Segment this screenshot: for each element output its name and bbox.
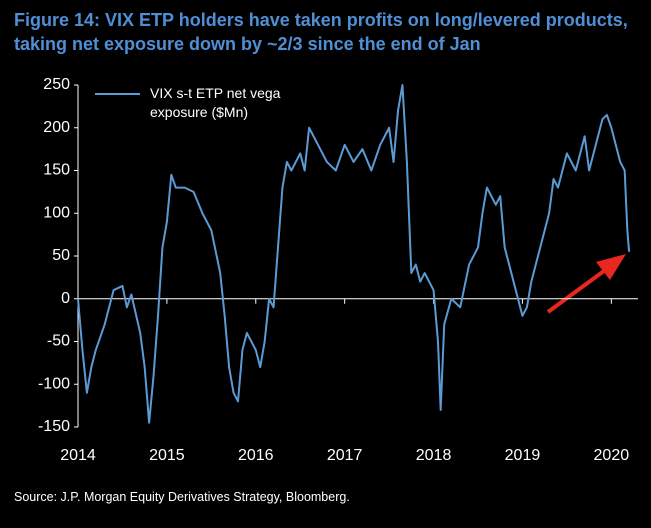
arrow xyxy=(546,254,626,314)
y-tick-label: 150 xyxy=(43,162,70,179)
x-tick-label: 2017 xyxy=(327,447,363,464)
x-tick-label: 2018 xyxy=(416,447,452,464)
y-tick-label: -50 xyxy=(47,333,70,350)
source-note: Source: J.P. Morgan Equity Derivatives S… xyxy=(14,490,350,504)
legend-label: VIX s-t ETP net vega exposure ($Mn) xyxy=(150,85,281,120)
y-tick-label: -100 xyxy=(38,375,70,392)
y-tick-label: 100 xyxy=(43,204,70,221)
x-tick-label: 2014 xyxy=(60,447,96,464)
y-tick-label: 50 xyxy=(52,247,70,264)
x-tick-label: 2019 xyxy=(505,447,541,464)
x-tick-label: 2015 xyxy=(149,447,185,464)
chart-title: Figure 14: VIX ETP holders have taken pr… xyxy=(14,10,628,54)
series-line xyxy=(77,84,631,424)
y-tick-label: 200 xyxy=(43,119,70,136)
y-tick-label: -150 xyxy=(38,418,70,435)
y-tick-label: 0 xyxy=(61,290,70,307)
x-tick-label: 2020 xyxy=(594,447,630,464)
x-tick-label: 2016 xyxy=(238,447,274,464)
y-tick-label: 250 xyxy=(43,76,70,93)
